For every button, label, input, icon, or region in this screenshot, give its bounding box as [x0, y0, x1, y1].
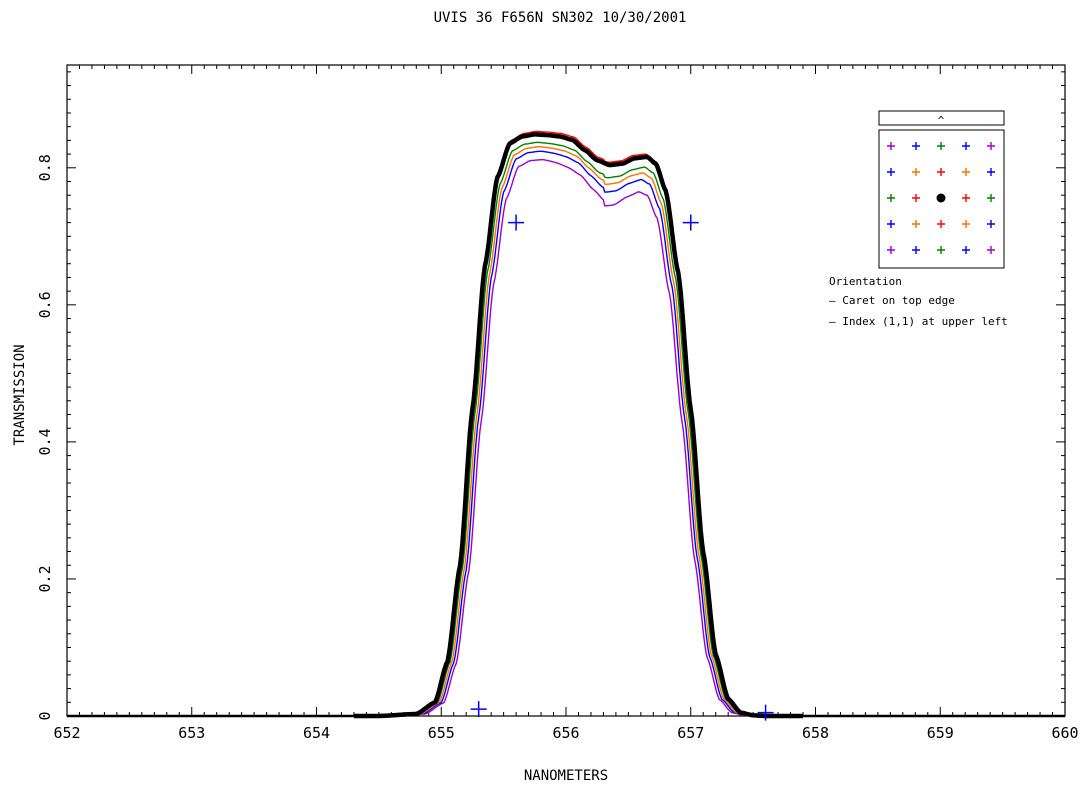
series-layer: [67, 130, 1065, 719]
series-line: [352, 132, 805, 719]
inset-caret: ^: [938, 114, 945, 127]
inset-cross: [987, 220, 995, 228]
x-tick-label: 658: [802, 724, 829, 742]
inset-cross: [887, 220, 895, 228]
inset-cross: [937, 220, 945, 228]
cross-marker: [757, 704, 774, 721]
series-line: [353, 150, 803, 717]
inset-cross: [987, 246, 995, 254]
inset-cross: [887, 246, 895, 254]
inset-grid: [887, 142, 995, 254]
x-tick-labels: 652 653 654 655 656 657 658 659 660: [53, 724, 1078, 742]
x-tick-label: 655: [428, 724, 455, 742]
orientation-heading: Orientation: [829, 275, 902, 288]
inset-cross: [887, 168, 895, 176]
series-line: [353, 130, 803, 717]
cross-marker: [682, 214, 699, 231]
x-tick-label: 654: [303, 724, 330, 742]
inset-cross: [912, 194, 920, 202]
cross-marker: [470, 701, 487, 718]
x-tick-label: 660: [1051, 724, 1078, 742]
x-tick-label: 656: [552, 724, 579, 742]
orientation-line-1: — Caret on top edge: [829, 294, 955, 307]
inset-cross: [962, 168, 970, 176]
inset-cross: [887, 142, 895, 150]
inset-cross: [962, 194, 970, 202]
orientation-line-2: — Index (1,1) at upper left: [829, 315, 1008, 328]
y-tick-label: 0.4: [36, 428, 54, 455]
inset-cross: [987, 194, 995, 202]
y-tick-label: 0: [36, 711, 54, 720]
x-axis-label: NANOMETERS: [524, 768, 608, 784]
inset-cross: [912, 246, 920, 254]
orientation-inset: ^: [878, 110, 1005, 269]
inset-cross: [987, 142, 995, 150]
chart-title: UVIS 36 F656N SN302 10/30/2001: [434, 10, 687, 26]
inset-cross: [912, 142, 920, 150]
x-tick-label: 652: [53, 724, 80, 742]
inset-cross: [937, 168, 945, 176]
x-tick-label: 653: [178, 724, 205, 742]
inset-cross: [887, 194, 895, 202]
inset-cross: [912, 168, 920, 176]
inset-cross: [962, 220, 970, 228]
inset-cross: [962, 142, 970, 150]
y-tick-label: 0.2: [36, 565, 54, 592]
inset-cross: [912, 220, 920, 228]
y-tick-labels: 0 0.2 0.4 0.6 0.8: [36, 154, 54, 720]
x-tick-label: 657: [677, 724, 704, 742]
y-tick-label: 0.6: [36, 291, 54, 318]
cross-marker: [508, 214, 525, 231]
x-tick-label: 659: [927, 724, 954, 742]
axis-ticks: [66, 65, 1066, 717]
y-axis-label: TRANSMISSION: [12, 344, 28, 445]
y-tick-label: 0.8: [36, 154, 54, 181]
inset-center-dot: [936, 193, 946, 203]
marker-layer: [470, 214, 774, 721]
inset-cross: [937, 246, 945, 254]
inset-cross: [962, 246, 970, 254]
series-line: [353, 159, 803, 717]
inset-cross: [937, 142, 945, 150]
inset-caret-bar: [878, 110, 1005, 126]
series-line: [353, 146, 803, 717]
inset-cross: [987, 168, 995, 176]
series-line: [353, 141, 803, 717]
